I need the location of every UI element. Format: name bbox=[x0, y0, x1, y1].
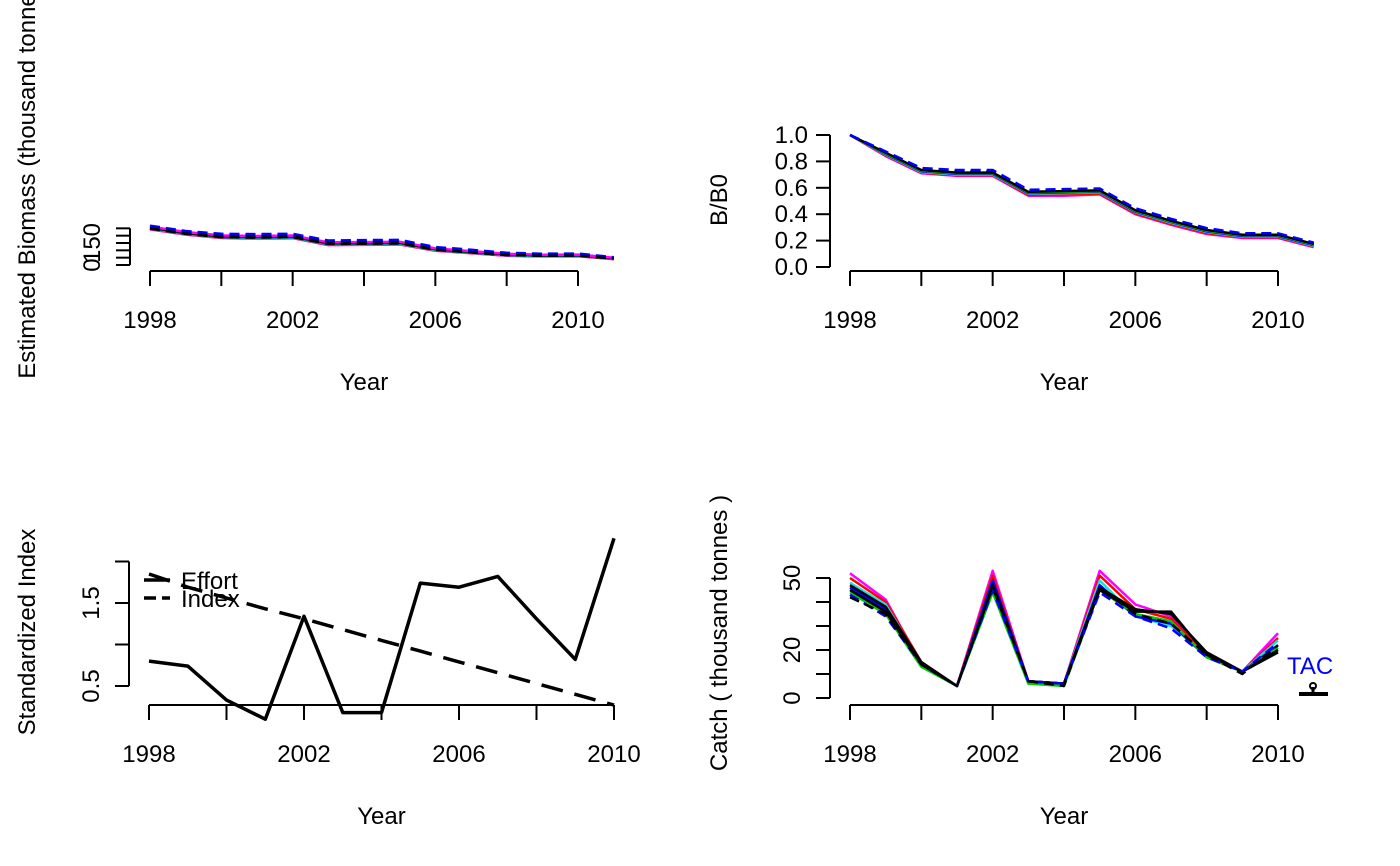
x-tick-label: 2002 bbox=[277, 741, 330, 768]
x-tick-label: 2006 bbox=[409, 307, 462, 334]
chart-panel-bottom-right: 1998 2002 2006 2010 0 20 50 Year Catch ( thousan… bbox=[706, 495, 1333, 830]
series-line-6 bbox=[849, 586, 1279, 688]
tac-point bbox=[1309, 682, 1317, 690]
y-axis-title: Estimated Biomass (thousand tonnes) bbox=[14, 0, 41, 379]
y-tick-label: 20 bbox=[779, 637, 806, 664]
x-tick-label: 2006 bbox=[1109, 741, 1162, 768]
y-tick-label: 0.6 bbox=[775, 175, 808, 202]
x-tick-label: 2010 bbox=[1251, 741, 1304, 768]
series-line-7 bbox=[849, 583, 1279, 688]
x-tick-label: 2010 bbox=[551, 307, 604, 334]
y-tick-label: 0 bbox=[779, 691, 806, 704]
legend-label-index: Index bbox=[181, 586, 240, 613]
series-line-9 bbox=[849, 583, 1279, 688]
x-tick-label: 2006 bbox=[432, 741, 485, 768]
series-line-8 bbox=[849, 588, 1279, 688]
x-axis-title: Year bbox=[1040, 369, 1089, 396]
x-tick-label: 1998 bbox=[123, 307, 176, 334]
series-line-1 bbox=[849, 569, 1279, 688]
x-tick-label: 2010 bbox=[1251, 307, 1304, 334]
series-line-2 bbox=[849, 574, 1279, 688]
legend-label-effort: Effort bbox=[181, 568, 238, 595]
y-tick-label: 0.8 bbox=[775, 148, 808, 175]
chart-panel-top-right: 1998 2002 2006 2010 0.00.20.40.60.81.0 Year B/… bbox=[706, 122, 1315, 396]
y-tick-label: 150 bbox=[79, 223, 106, 263]
series-line-9 bbox=[149, 224, 614, 259]
y-tick-label: 0 bbox=[79, 258, 106, 271]
y-axis-title: Standardized Index bbox=[14, 529, 41, 736]
tac-marker bbox=[1299, 682, 1328, 696]
y-tick-label: 1.5 bbox=[78, 586, 105, 619]
x-tick-label: 2002 bbox=[966, 741, 1019, 768]
x-axis-title: Year bbox=[340, 369, 389, 396]
y-axis-title: Catch ( thousand tonnes ) bbox=[706, 495, 733, 771]
series-line-5 bbox=[849, 588, 1279, 688]
x-tick-label: 2010 bbox=[587, 741, 640, 768]
y-tick-label: 0.5 bbox=[78, 669, 105, 702]
x-tick-label: 1998 bbox=[823, 307, 876, 334]
y-tick-label: 50 bbox=[779, 565, 806, 592]
series-line-4 bbox=[849, 579, 1279, 688]
x-tick-label: 2002 bbox=[266, 307, 319, 334]
y-tick-label: 0.0 bbox=[775, 254, 808, 281]
x-tick-label: 2006 bbox=[1109, 307, 1162, 334]
series-line-10 bbox=[149, 224, 614, 259]
y-tick-label: 0.2 bbox=[775, 228, 808, 255]
y-axis-title: B/B0 bbox=[706, 174, 733, 226]
tac-annotation: TAC bbox=[1287, 653, 1333, 680]
x-axis-title: Year bbox=[357, 803, 406, 830]
chart-panel-bottom-left: 1998 2002 2006 2010 0.5 1.5 Year Standardized I… bbox=[14, 529, 641, 830]
series-line-1 bbox=[148, 537, 616, 721]
x-tick-label: 1998 bbox=[823, 741, 876, 768]
x-tick-label: 2002 bbox=[966, 307, 1019, 334]
series-line-11 bbox=[149, 227, 614, 260]
x-axis-title: Year bbox=[1040, 803, 1089, 830]
series-line-8 bbox=[849, 133, 1315, 244]
y-tick-label: 1.0 bbox=[775, 122, 808, 149]
y-tick-label: 0.4 bbox=[775, 201, 808, 228]
series-line-3 bbox=[849, 579, 1279, 688]
series-line-2 bbox=[148, 572, 615, 707]
x-tick-label: 1998 bbox=[122, 741, 175, 768]
